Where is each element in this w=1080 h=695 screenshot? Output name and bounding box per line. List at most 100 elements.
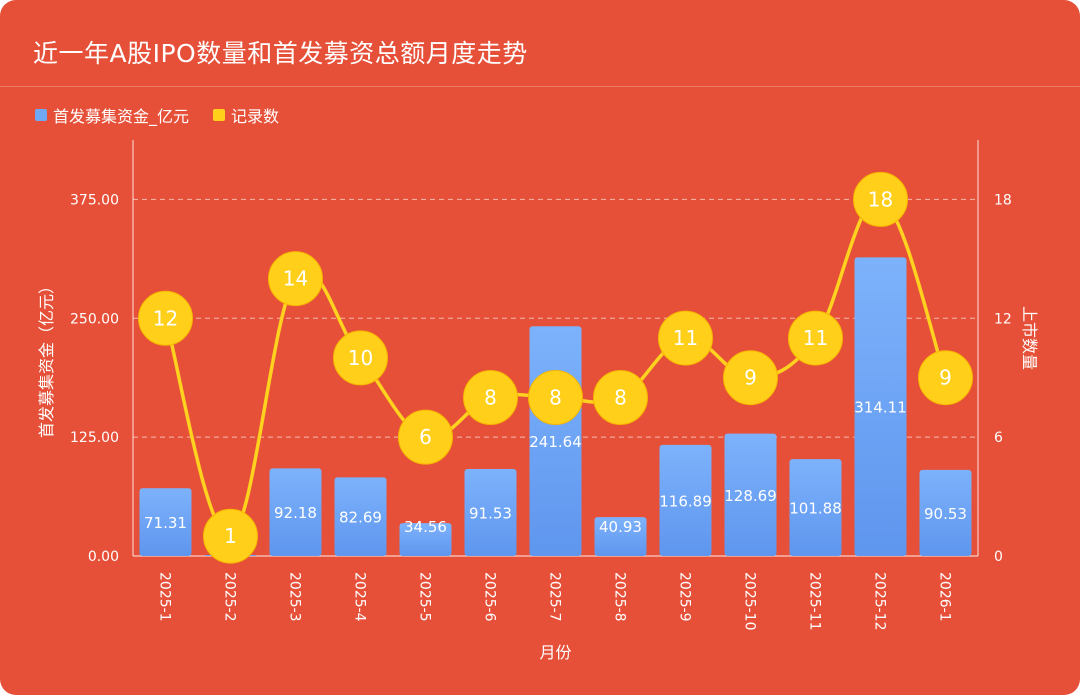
- count-marker: [138, 290, 193, 346]
- legend-item-count[interactable]: 记录数: [213, 103, 279, 127]
- bar: [399, 523, 452, 556]
- y2-tick-label: 0: [994, 549, 1003, 565]
- y-axis-title-group: 首发募集资金（亿元）: [37, 278, 56, 438]
- count-marker: [528, 370, 583, 426]
- x-tick: 2025-7: [547, 572, 563, 622]
- legend: 首发募集资金_亿元 记录数: [35, 103, 303, 127]
- labels: 71.31 92.18 82.69 34.56 91.53 241.64 40.93 116.…: [144, 399, 967, 536]
- count-value-label: 9: [744, 366, 757, 390]
- y-tick-label: 375.00: [70, 192, 119, 208]
- bar: [594, 517, 647, 556]
- count-value-label: 12: [153, 306, 178, 330]
- count-value-label: 14: [283, 267, 308, 291]
- bar: [919, 469, 972, 556]
- count-marker: [658, 310, 713, 366]
- x-tick: 2025-8: [612, 572, 628, 622]
- count-marker: [463, 370, 518, 426]
- bar: [724, 433, 777, 556]
- x-tick-label: 2025-9: [677, 572, 693, 622]
- count-value-label: 8: [549, 386, 562, 410]
- x-tick: 2025-1: [157, 572, 173, 622]
- count-marker: [333, 330, 388, 386]
- x-tick-label: 2025-2: [222, 572, 238, 622]
- count-marker: [398, 409, 453, 465]
- bar: [789, 459, 842, 556]
- bar-value-label: 82.69: [339, 509, 382, 527]
- bar-value-label: 91.53: [469, 504, 512, 522]
- count-value-label: 9: [939, 366, 952, 390]
- count-value-label: 8: [614, 386, 627, 410]
- x-tick: 2025-4: [352, 572, 368, 622]
- bar: [464, 468, 517, 556]
- x-tick: 2025-2: [222, 572, 238, 622]
- x-tick-label: 2025-3: [287, 572, 303, 622]
- bar-value-label: 314.11: [854, 399, 907, 417]
- x-tick-label: 2025-11: [807, 572, 823, 631]
- grid-lines: [133, 198, 978, 438]
- count-marker: [788, 310, 843, 366]
- bar-value-label: 116.89: [659, 492, 712, 510]
- x-tick-label: 2025-10: [742, 572, 758, 631]
- y-tick-label: 250.00: [70, 311, 119, 327]
- x-tick: 2025-5: [417, 572, 433, 622]
- y2-tick-label: 6: [994, 430, 1003, 446]
- y2-axis-title-group: 上市数量: [1020, 306, 1039, 370]
- count-value-label: 1: [224, 524, 237, 548]
- chart-title: 近一年A股IPO数量和首发募资总额月度走势: [33, 39, 528, 68]
- bar-value-label: 40.93: [599, 518, 642, 536]
- count-marker: [918, 350, 973, 406]
- y2-tick-label: 12: [994, 311, 1012, 327]
- count-marker: [723, 350, 778, 406]
- y-tick-label: 125.00: [70, 430, 119, 446]
- bar: [269, 468, 322, 556]
- bar-value-label: 128.69: [724, 487, 777, 505]
- y2-axis-title: 上市数量: [1020, 306, 1039, 370]
- x-tick-label: 2025-6: [482, 572, 498, 622]
- legend-swatch-funds: [35, 109, 47, 121]
- x-tick-label: 2026-1: [937, 572, 953, 622]
- title-divider: [0, 86, 1080, 87]
- y2-tick-label: 18: [994, 192, 1012, 208]
- line-series: 12 1 14 10 6 8 8 8 11 9 11 18 9: [138, 171, 973, 564]
- count-marker: [268, 251, 323, 307]
- x-tick-label: 2025-5: [417, 572, 433, 622]
- bar: [139, 488, 192, 556]
- bar: [659, 444, 712, 556]
- count-marker: [593, 370, 648, 426]
- count-value-label: 8: [484, 386, 497, 410]
- legend-label-count: 记录数: [231, 107, 280, 126]
- count-value-label: 10: [348, 346, 373, 370]
- bar-value-label: 90.53: [924, 505, 967, 523]
- bar: [334, 477, 387, 556]
- bar-value-label: 101.88: [789, 500, 842, 518]
- count-value-label: 6: [419, 425, 432, 449]
- x-tick: 2026-1: [937, 572, 953, 622]
- x-tick: 2025-10: [742, 572, 758, 631]
- count-value-label: 18: [868, 187, 893, 211]
- y-axis-title: 首发募集资金（亿元）: [37, 278, 56, 438]
- legend-swatch-count: [213, 109, 226, 121]
- count-value-label: 11: [673, 326, 698, 350]
- bar: [854, 257, 907, 556]
- bar-value-label: 92.18: [274, 504, 317, 522]
- x-tick-label: 2025-1: [157, 572, 173, 622]
- x-tick-label: 2025-8: [612, 572, 628, 622]
- bar-value-label: 34.56: [404, 518, 447, 536]
- count-marker: [853, 171, 908, 227]
- x-tick: 2025-6: [482, 572, 498, 622]
- count-value-label: 11: [803, 326, 828, 350]
- x-tick: 2025-3: [287, 572, 303, 622]
- count-marker: [203, 508, 258, 564]
- bar-value-label: 71.31: [144, 514, 187, 532]
- legend-label-funds: 首发募集资金_亿元: [53, 107, 190, 126]
- bar-value-label: 241.64: [529, 433, 582, 451]
- x-axis-title: 月份: [539, 643, 571, 662]
- x-tick: 2025-11: [807, 572, 823, 631]
- legend-item-funds[interactable]: 首发募集资金_亿元: [35, 103, 189, 127]
- y-tick-label: 0.00: [88, 549, 119, 565]
- x-tick-label: 2025-7: [547, 572, 563, 622]
- x-tick-label: 2025-4: [352, 572, 368, 622]
- x-tick: 2025-9: [677, 572, 693, 622]
